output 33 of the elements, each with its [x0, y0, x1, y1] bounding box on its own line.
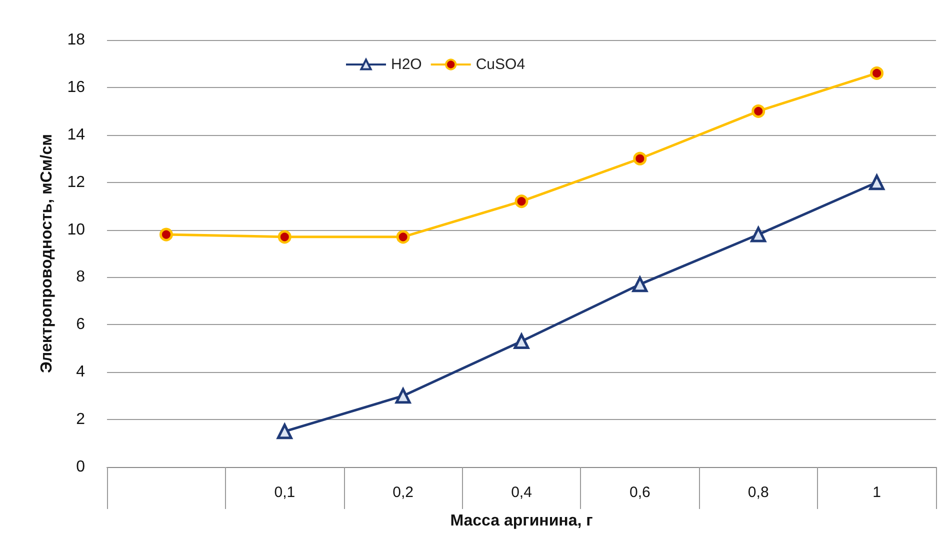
point [396, 230, 410, 244]
point [869, 174, 885, 190]
y-tick-label: 0 [76, 458, 86, 476]
y-tick-label: 16 [67, 78, 86, 96]
point [750, 226, 766, 242]
point [276, 424, 292, 440]
y-tick-label: 12 [67, 174, 86, 191]
point [514, 194, 528, 208]
y-tick-label: 18 [67, 32, 86, 48]
point [395, 388, 411, 404]
legend-label: H2O [391, 56, 422, 73]
point [159, 228, 173, 242]
point [632, 276, 648, 292]
x-tick-label: 0,1 [274, 484, 296, 501]
x-tick-label: 0,8 [748, 484, 769, 501]
y-axis-title: Электропроводность, мСм/см [38, 134, 56, 373]
x-tick-label: 0,6 [630, 484, 650, 501]
legend-label: CuSO4 [476, 56, 526, 73]
point [514, 334, 530, 350]
point [752, 104, 766, 118]
y-tick-label: 6 [76, 316, 86, 334]
point [633, 152, 647, 166]
x-axis-title: Масса аргинина, г [450, 512, 594, 530]
y-tick-label: 10 [67, 221, 86, 238]
point [870, 66, 884, 80]
x-tick-label: 1 [872, 484, 881, 501]
y-tick-label: 14 [67, 126, 86, 144]
x-tick-label: 0,2 [392, 484, 414, 501]
point [278, 230, 292, 244]
y-tick-label: 4 [76, 364, 86, 381]
y-tick-label: 2 [76, 411, 86, 428]
y-tick-label: 8 [76, 268, 86, 286]
x-tick-label: 0,4 [511, 484, 532, 501]
